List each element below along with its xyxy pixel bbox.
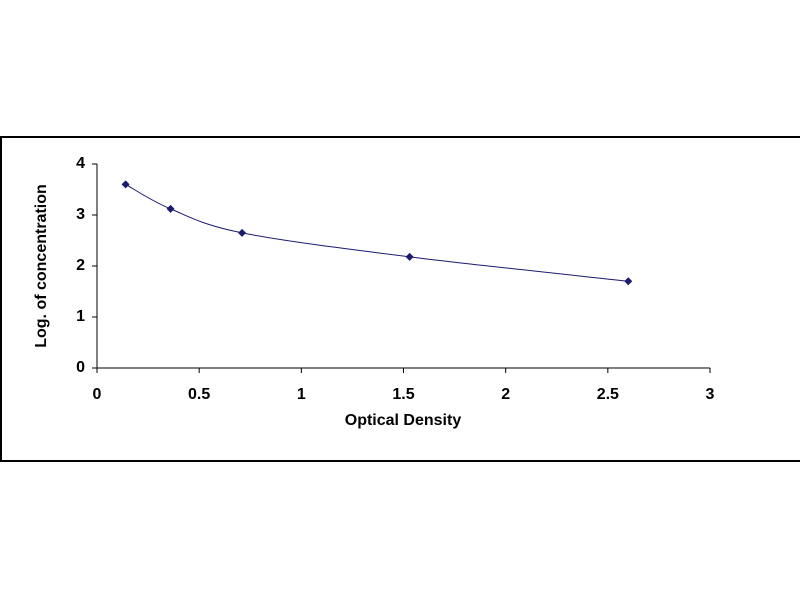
x-tick-label: 1: [297, 386, 306, 403]
x-tick-label: 0: [93, 386, 102, 403]
point: [405, 252, 414, 261]
y-tick-label: 3: [76, 206, 85, 223]
y-tick-label: 2: [76, 257, 85, 274]
y-tick-label: 4: [76, 155, 85, 172]
y-tick-label: 1: [76, 308, 85, 325]
point: [166, 204, 175, 213]
x-tick-label: 0.5: [188, 386, 210, 403]
chart-frame: [0, 136, 800, 462]
point: [624, 277, 633, 286]
point: [121, 180, 130, 189]
x-axis-label: Optical Density: [345, 412, 462, 429]
x-tick-label: 3: [706, 386, 715, 403]
y-axis-label: Log. of concentration: [33, 184, 50, 348]
y-tick-label: 0: [76, 359, 85, 376]
point: [238, 228, 247, 237]
x-tick-label: 2.5: [597, 386, 619, 403]
x-tick-label: 2: [501, 386, 510, 403]
x-tick-label: 1.5: [392, 386, 414, 403]
